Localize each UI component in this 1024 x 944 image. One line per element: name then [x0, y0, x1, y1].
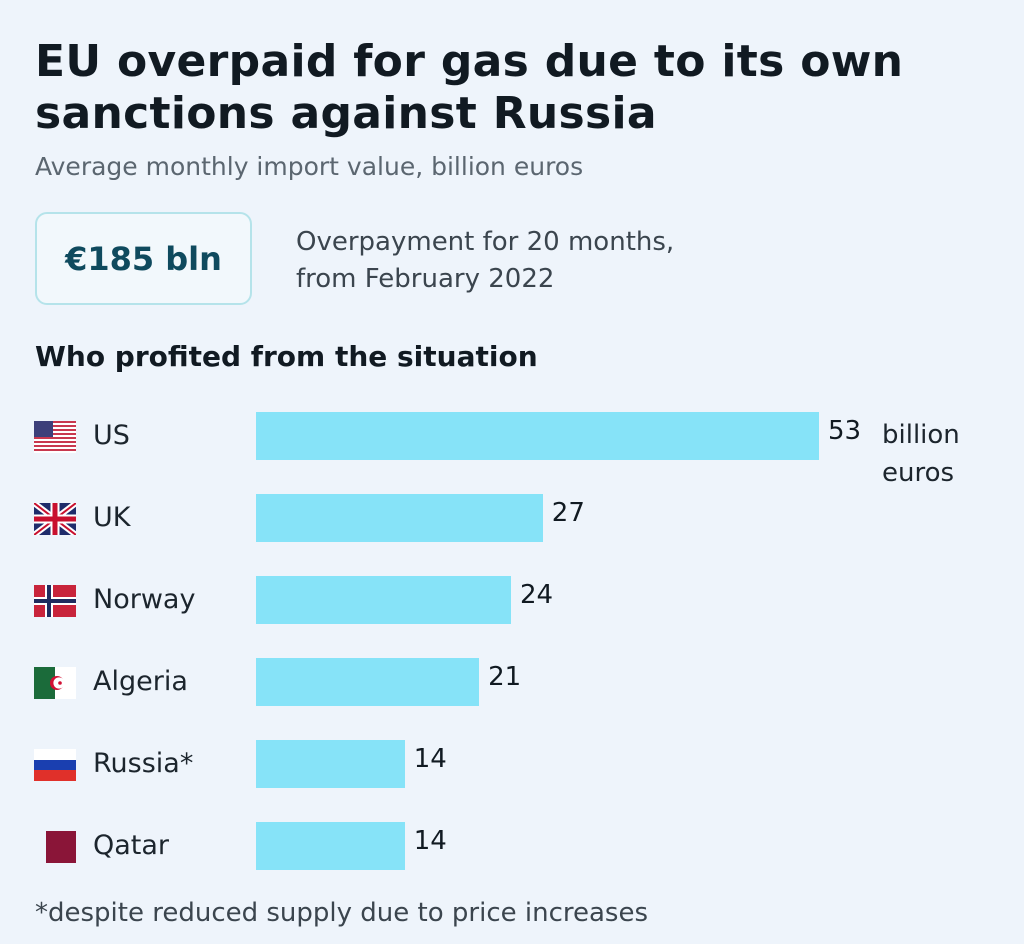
- russia-flag-icon: [34, 749, 76, 781]
- bar: [256, 740, 405, 788]
- algeria-flag-icon: [34, 667, 76, 699]
- value-label: 21: [488, 662, 522, 692]
- callout-line-1: Overpayment for 20 months,: [296, 227, 675, 257]
- value-label: 27: [551, 498, 585, 528]
- category-label: Qatar: [93, 830, 170, 861]
- bar-row: Qatar 14: [0, 822, 1024, 872]
- callout-line-2: from February 2022: [296, 264, 555, 294]
- bar-row: Russia* 14: [0, 740, 1024, 790]
- bar-row: Norway 24: [0, 576, 1024, 626]
- us-flag-icon: [34, 421, 76, 453]
- footnote: *despite reduced supply due to price inc…: [35, 898, 649, 928]
- chart-subtitle: Average monthly import value, billion eu…: [35, 152, 584, 181]
- value-label: 24: [519, 580, 554, 610]
- unit-label: billion euros: [882, 420, 960, 488]
- category-label: Norway: [93, 584, 196, 615]
- chart-title: EU overpaid for gas due to its own sanct…: [35, 36, 904, 139]
- category-label: UK: [93, 502, 131, 533]
- value-label: 14: [413, 826, 447, 856]
- category-label: Russia*: [93, 748, 194, 779]
- overpayment-callout: €185 bln: [35, 212, 252, 305]
- section-title: Who profited from the situation: [35, 340, 538, 373]
- callout-description: Overpayment for 20 months, from February…: [296, 224, 674, 298]
- category-label: US: [93, 420, 130, 451]
- uk-flag-icon: [32, 500, 78, 538]
- value-label: 14: [413, 744, 447, 774]
- bar: [256, 658, 480, 706]
- bar-row: US 53 billion euros: [0, 412, 1024, 488]
- bar: [256, 576, 511, 624]
- bar: [256, 494, 543, 542]
- qatar-flag-icon: [34, 831, 76, 863]
- bar-row: Algeria 21: [0, 658, 1024, 708]
- norway-flag-icon: [34, 585, 76, 617]
- bar: [256, 822, 405, 870]
- bar-row: UK 27: [0, 494, 1024, 544]
- category-label: Algeria: [93, 666, 188, 697]
- bar: [256, 412, 819, 460]
- value-label: 53: [828, 416, 862, 446]
